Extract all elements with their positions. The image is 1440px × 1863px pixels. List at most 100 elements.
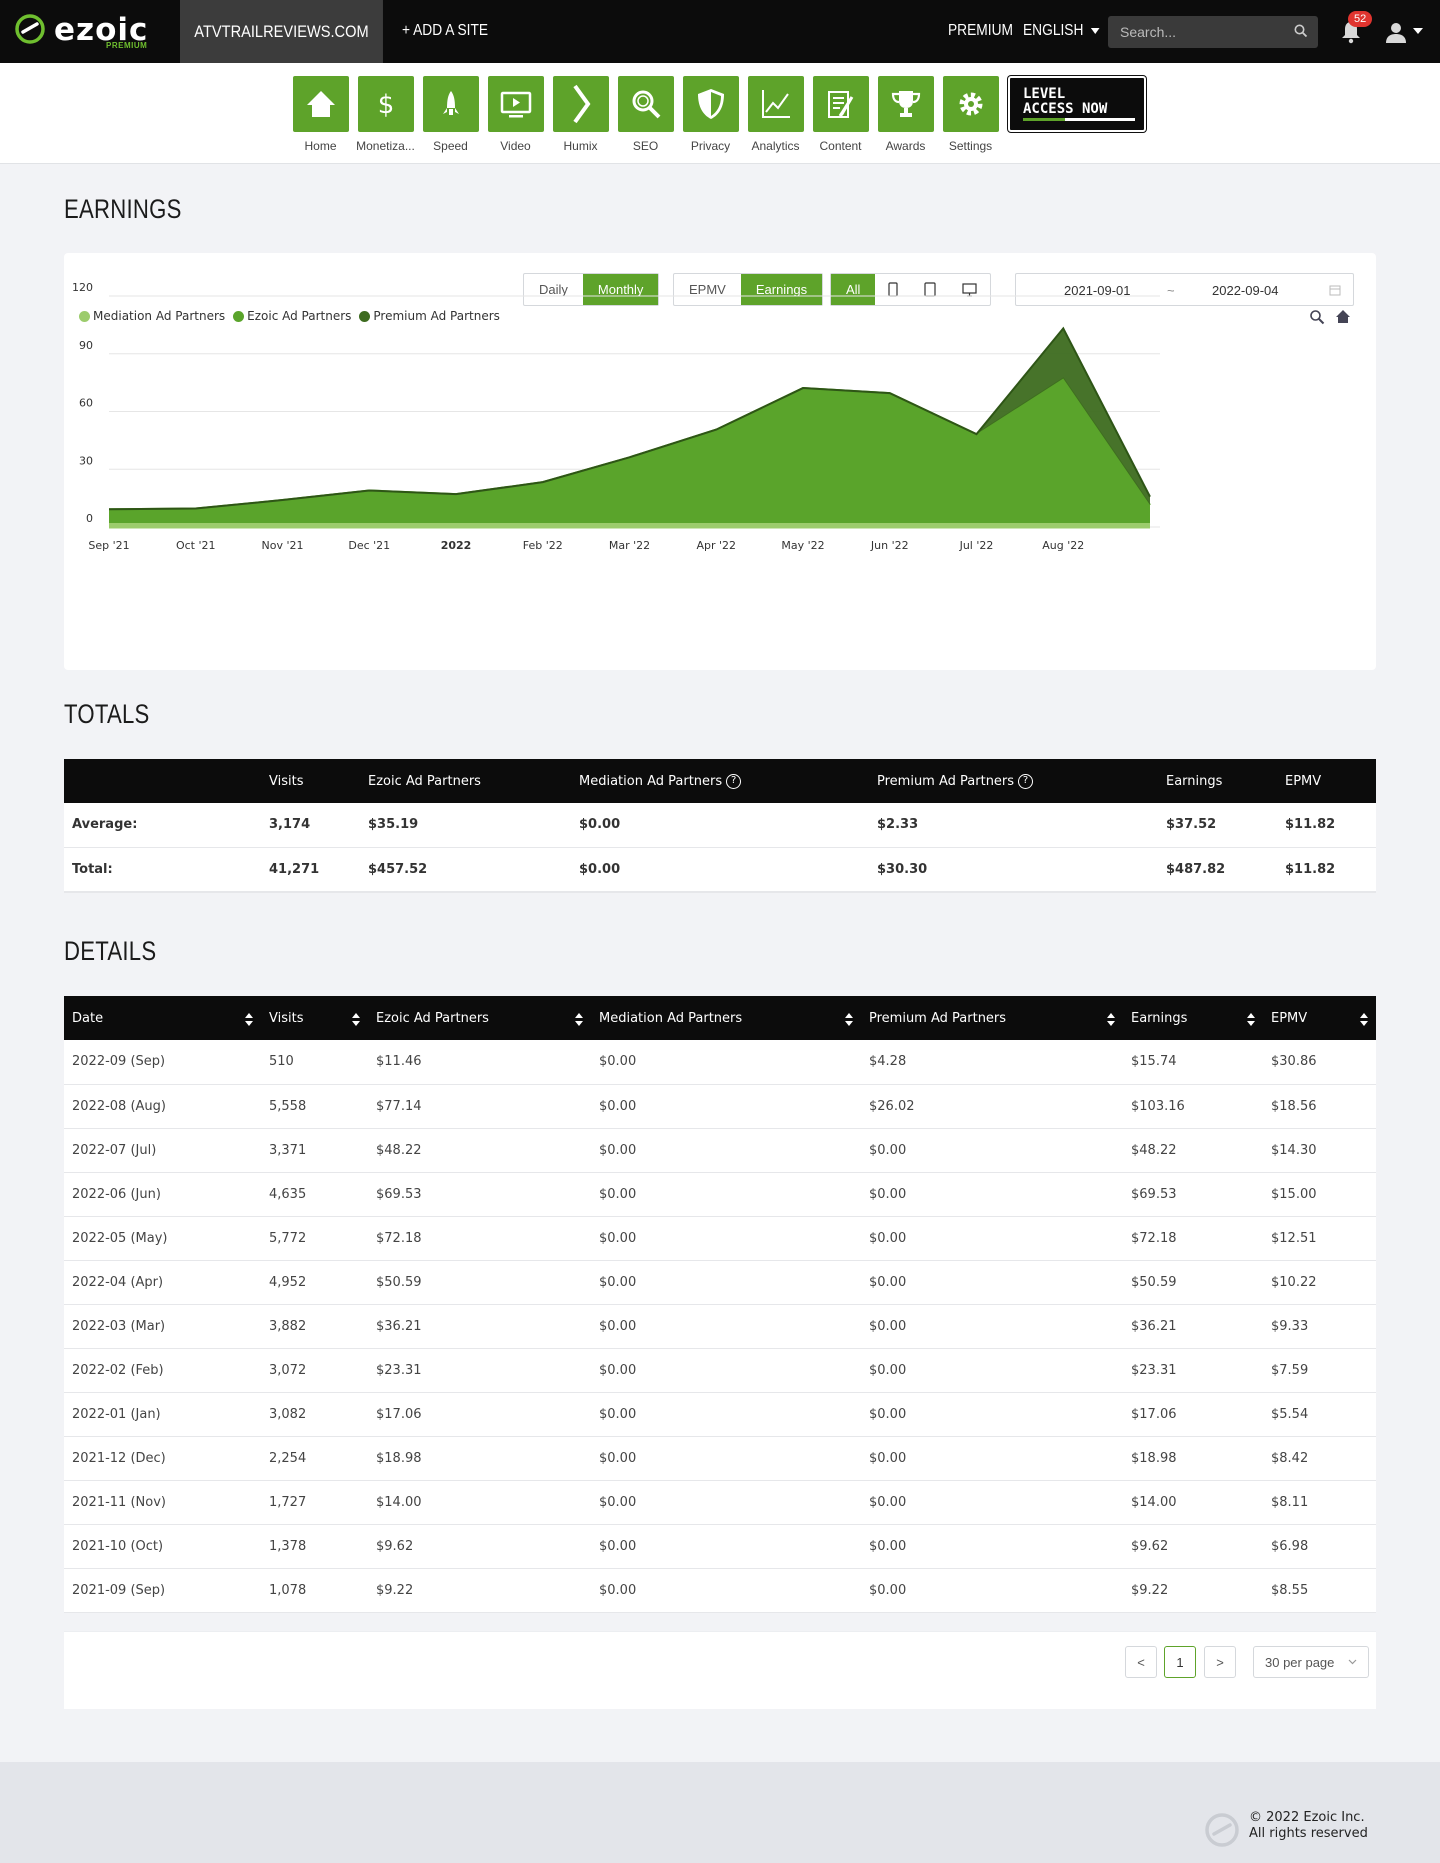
help-icon[interactable]: ? [726, 773, 742, 789]
nav-seo[interactable]: SEO [613, 76, 678, 153]
details-cell: $14.00 [368, 1480, 591, 1525]
sort-icon[interactable] [1107, 1012, 1115, 1026]
details-cell: $0.00 [861, 1480, 1123, 1525]
earnings-button[interactable]: Earnings [740, 274, 823, 305]
zoom-icon[interactable] [1309, 309, 1325, 325]
sort-icon[interactable] [845, 1012, 853, 1026]
nav-settings-label: Settings [948, 139, 993, 153]
nav-video-label: Video [500, 139, 531, 153]
legend-item-mediation[interactable]: Mediation Ad Partners [79, 309, 225, 323]
date-from[interactable]: 2021-09-01 [1064, 283, 1131, 298]
details-cell: 510 [261, 1040, 368, 1085]
prev-page-button[interactable]: < [1125, 1646, 1157, 1678]
add-site-link[interactable]: + ADD A SITE [402, 22, 489, 39]
language-dropdown[interactable]: ENGLISH [1023, 22, 1100, 40]
details-cell: $0.00 [591, 1480, 861, 1525]
epmv-button[interactable]: EPMV [689, 282, 726, 297]
nav-monetization[interactable]: $ Monetiza... [353, 76, 418, 153]
x-tick-label: 2022 [441, 539, 472, 552]
date-separator: ~ [1167, 283, 1175, 298]
totals-cell: 41,271 [261, 847, 360, 892]
search-icon[interactable] [1294, 24, 1308, 38]
details-col-header[interactable]: Ezoic Ad Partners [368, 996, 591, 1040]
x-tick-label: May '22 [781, 539, 824, 552]
totals-col-earnings: Earnings [1158, 759, 1277, 803]
details-col-label: Mediation Ad Partners [599, 1010, 743, 1026]
details-col-label: Premium Ad Partners [869, 1010, 1007, 1026]
totals-col-mediation: Mediation Ad Partners? [571, 759, 869, 803]
chevron-right-icon [552, 76, 609, 132]
ezoic-logo[interactable]: ezoic PREMIUM [14, 10, 164, 52]
chart-legend: Mediation Ad Partners Ezoic Ad Partners … [79, 309, 500, 323]
details-cell: $9.33 [1263, 1304, 1376, 1349]
details-cell: $18.56 [1263, 1084, 1376, 1129]
nav-humix[interactable]: Humix [548, 76, 613, 153]
page-1-button[interactable]: 1 [1164, 1646, 1196, 1678]
user-menu-caret-icon[interactable] [1413, 28, 1423, 34]
details-col-header[interactable]: Earnings [1123, 996, 1263, 1040]
user-avatar-icon[interactable] [1384, 20, 1408, 44]
details-cell: $50.59 [368, 1260, 591, 1305]
details-cell: $7.59 [1263, 1348, 1376, 1393]
details-col-header[interactable]: EPMV [1263, 996, 1376, 1040]
legend-label-mediation: Mediation Ad Partners [93, 309, 226, 323]
details-cell: 4,635 [261, 1172, 368, 1217]
nav-analytics[interactable]: Analytics [743, 76, 808, 153]
search-input[interactable] [1108, 16, 1288, 48]
next-page-button[interactable]: > [1204, 1646, 1236, 1678]
sort-icon[interactable] [1247, 1012, 1255, 1026]
help-icon[interactable]: ? [1018, 773, 1034, 789]
nav-awards[interactable]: Awards [873, 76, 938, 153]
details-cell: $0.00 [591, 1568, 861, 1613]
legend-item-premium[interactable]: Premium Ad Partners [359, 309, 500, 323]
nav-privacy[interactable]: Privacy [678, 76, 743, 153]
details-cell: 2022-09 (Sep) [64, 1040, 261, 1085]
details-cell: $23.31 [368, 1348, 591, 1393]
details-col-header[interactable]: Premium Ad Partners [861, 996, 1123, 1040]
all-devices-button[interactable]: All [831, 274, 876, 305]
nav-home[interactable]: Home [288, 76, 353, 153]
details-cell: 3,371 [261, 1128, 368, 1173]
totals-header-row: Visits Ezoic Ad Partners Mediation Ad Pa… [64, 759, 1376, 803]
totals-cell: 3,174 [261, 803, 360, 848]
reset-zoom-home-icon[interactable] [1335, 309, 1351, 325]
edit-document-icon [812, 76, 869, 132]
totals-row: Average: 3,174 $35.19 $0.00 $2.33 $37.52 $11.8… [64, 803, 1376, 848]
sort-icon[interactable] [245, 1012, 253, 1026]
legend-item-ezoic[interactable]: Ezoic Ad Partners [233, 309, 351, 323]
copyright-text: © 2022 Ezoic Inc. [1249, 1810, 1365, 1825]
date-range-picker[interactable]: 2021-09-01 ~ 2022-09-04 [1015, 273, 1354, 306]
details-cell: 2022-01 (Jan) [64, 1392, 261, 1437]
level-access-button[interactable]: LEVEL ACCESS NOW [1008, 76, 1146, 132]
daily-button[interactable]: Daily [539, 282, 568, 297]
details-col-header[interactable]: Visits [261, 996, 368, 1040]
details-cell: 2021-12 (Dec) [64, 1436, 261, 1481]
legend-dot-premium [359, 310, 371, 322]
details-col-header[interactable]: Date [64, 996, 261, 1040]
premium-link[interactable]: PREMIUM [948, 22, 1013, 39]
sort-icon[interactable] [575, 1012, 583, 1026]
totals-table-bottom-spacer [64, 891, 1376, 905]
nav-settings[interactable]: Settings [938, 76, 1003, 153]
earnings-chart-card: Daily Monthly EPMV Earnings All 2021-09-… [64, 253, 1376, 670]
details-cell: 3,082 [261, 1392, 368, 1437]
nav-content-label: Content [819, 139, 862, 153]
date-to[interactable]: 2022-09-04 [1212, 283, 1279, 298]
per-page-select[interactable]: 30 per page [1253, 1646, 1369, 1678]
totals-col-mediation-label: Mediation Ad Partners [579, 773, 723, 789]
notification-count-badge: 52 [1348, 11, 1373, 27]
details-row: 2022-06 (Jun) 4,635 $69.53 $0.00 $0.00 $69.53… [64, 1172, 1376, 1217]
details-cell: $69.53 [368, 1172, 591, 1217]
current-site-tab[interactable]: ATVTRAILREVIEWS.COM [180, 0, 383, 63]
sort-icon[interactable] [352, 1012, 360, 1026]
nav-video[interactable]: Video [483, 76, 548, 153]
sort-icon[interactable] [1360, 1012, 1368, 1026]
totals-table-card: Visits Ezoic Ad Partners Mediation Ad Pa… [64, 759, 1376, 905]
monthly-button[interactable]: Monthly [582, 274, 659, 305]
details-cell: $48.22 [1123, 1128, 1263, 1173]
nav-content[interactable]: Content [808, 76, 873, 153]
details-row: 2022-01 (Jan) 3,082 $17.06 $0.00 $0.00 $17.06… [64, 1392, 1376, 1437]
details-cell: $0.00 [591, 1260, 861, 1305]
details-col-header[interactable]: Mediation Ad Partners [591, 996, 861, 1040]
nav-speed[interactable]: Speed [418, 76, 483, 153]
